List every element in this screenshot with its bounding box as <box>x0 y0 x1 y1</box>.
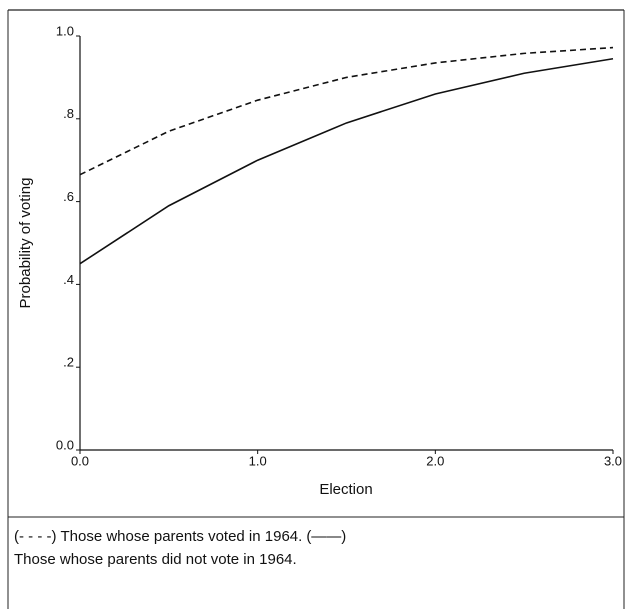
legend-text: (- - - -) Those whose parents voted in 19… <box>14 528 346 545</box>
series-line <box>79 46 614 176</box>
y-tick-label: .6 <box>63 189 74 204</box>
y-tick-label: .4 <box>63 272 74 287</box>
legend-part: (——) <box>306 528 346 545</box>
legend-part: Those whose parents did not vote in 1964… <box>14 551 297 568</box>
legend: (- - - -) Those whose parents voted in 19… <box>14 528 346 568</box>
series-line <box>79 57 614 265</box>
x-axis-label: Election <box>319 481 372 498</box>
legend-part: Those whose parents voted in 1964. <box>60 528 302 545</box>
y-tick-label: .8 <box>63 106 74 121</box>
x-tick-label: 1.0 <box>249 453 267 468</box>
y-tick-label: .2 <box>63 355 74 370</box>
y-tick-label: 1.0 <box>56 23 74 38</box>
y-tick-label: 0.0 <box>56 437 74 452</box>
legend-text: Those whose parents did not vote in 1964… <box>14 551 297 568</box>
x-tick-label: 3.0 <box>604 453 622 468</box>
x-tick-label: 0.0 <box>71 453 89 468</box>
legend-part: (- - - -) <box>14 528 56 545</box>
y-axis-label: Probability of voting <box>17 178 34 309</box>
x-tick-label: 2.0 <box>426 453 444 468</box>
